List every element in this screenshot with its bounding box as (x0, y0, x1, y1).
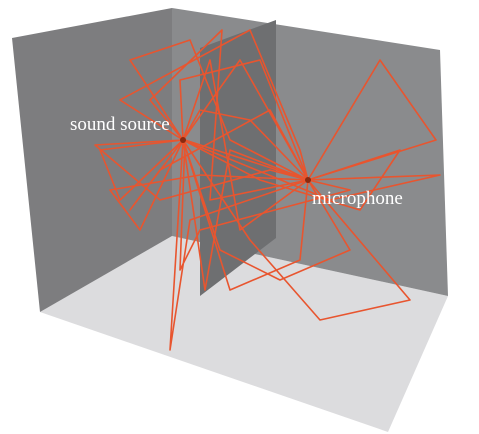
sound-source-label: sound source (70, 114, 170, 135)
sound-source-marker (180, 137, 186, 143)
ray-paths (94, 29, 441, 351)
left-wall (12, 8, 172, 312)
floor (40, 236, 448, 432)
microphone-label: microphone (312, 188, 403, 209)
ray-paths-secondary (129, 59, 401, 281)
microphone-marker (305, 177, 311, 183)
